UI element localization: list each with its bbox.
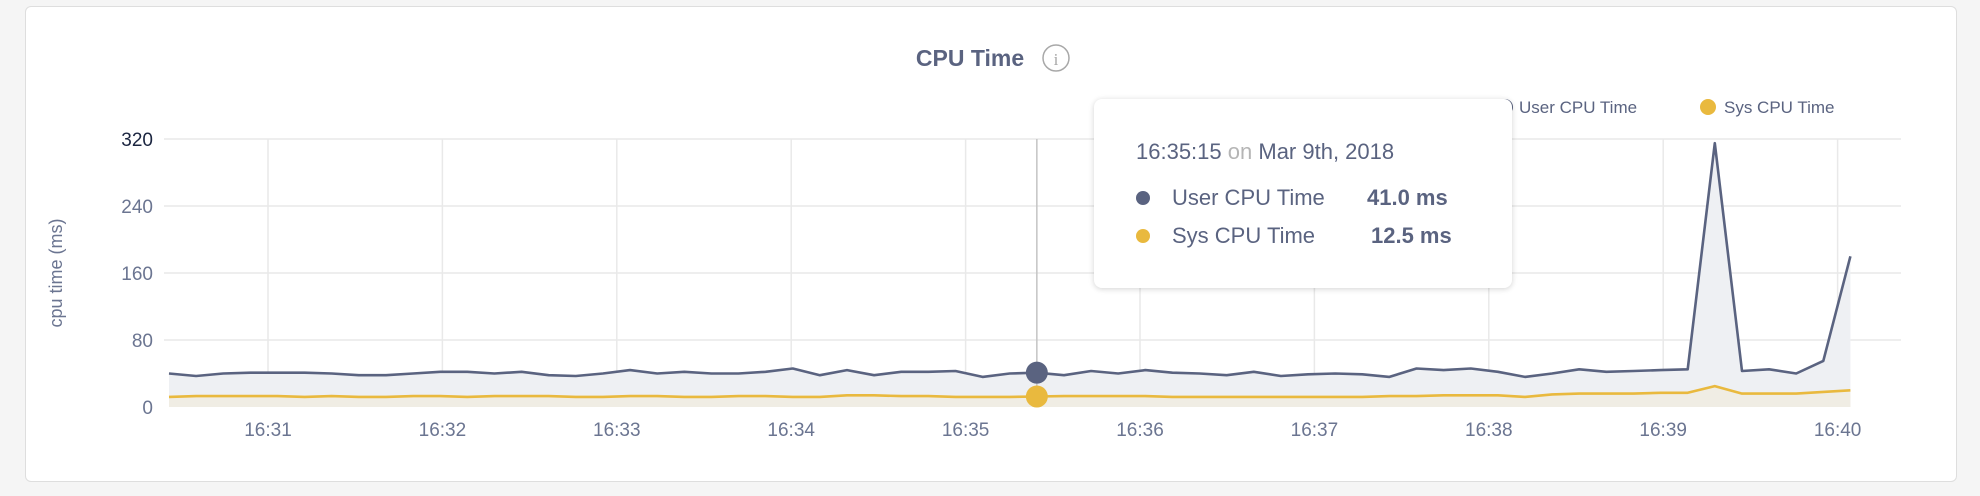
x-tick-label: 16:39 [1639,420,1687,441]
tooltip-row-user: User CPU Time 41.0 ms [1136,179,1512,217]
y-tick-label: 80 [132,331,153,352]
area-sys-cpu-time [169,386,1851,407]
x-tick-label: 16:31 [244,420,292,441]
legend-sys-label: Sys CPU Time [1724,98,1835,117]
tooltip-date: Mar 9th, 2018 [1258,139,1395,164]
line-user-cpu-time [168,141,1852,379]
tooltip-series-value: 12.5 ms [1371,223,1452,248]
tooltip-series-value: 41.0 ms [1367,185,1448,210]
tooltip-time: 16:35:15 [1136,139,1222,164]
x-tick-label: 16:34 [767,420,815,441]
x-tick-label: 16:38 [1465,420,1513,441]
x-tick-label: 16:33 [593,420,641,441]
legend-user-label: User CPU Time [1519,98,1637,117]
y-tick-label: 160 [121,264,153,285]
tooltip-series-name: Sys CPU Time [1172,223,1316,248]
hover-tooltip: 16:35:15 on Mar 9th, 2018 User CPU Time … [1094,99,1512,288]
y-tick-label: 0 [142,398,153,419]
tooltip-series-name: User CPU Time [1172,185,1325,210]
y-tick-label: 240 [121,197,153,218]
info-circle-icon-glyph: i [1054,50,1059,69]
tooltip-timestamp: 16:35:15 on Mar 9th, 2018 [1136,139,1512,165]
x-tick-label: 16:32 [419,420,467,441]
legend-sys-dot-icon [1700,99,1716,115]
hover-marker-sys [1025,385,1048,408]
x-tick-label: 16:37 [1291,420,1339,441]
info-circle-icon [1042,44,1070,72]
y-tick-label: 320 [121,130,153,151]
sys-series-dot-icon [1136,229,1150,243]
chart-title: CPU Time [916,45,1024,71]
x-tick-label: 16:35 [942,420,990,441]
x-tick-label: 16:36 [1116,420,1164,441]
tooltip-row-sys: Sys CPU Time 12.5 ms [1136,217,1512,255]
area-user-cpu-time [169,143,1851,407]
y-axis-title: cpu time (ms) [46,218,66,327]
x-tick-label: 16:40 [1814,420,1862,441]
hover-marker-user [1025,361,1048,384]
tooltip-on: on [1227,139,1253,164]
user-series-dot-icon [1136,191,1150,205]
